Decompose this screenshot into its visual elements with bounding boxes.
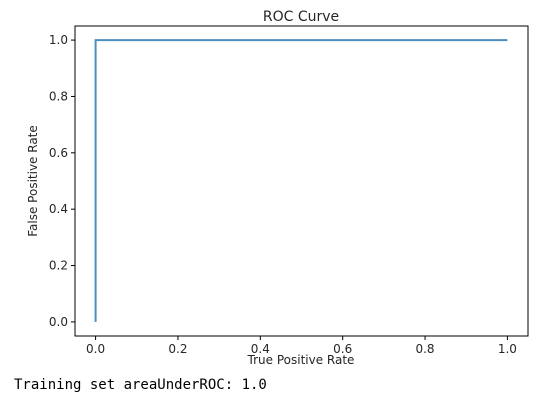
y-tick-label: 0.2 (49, 259, 68, 273)
plot-area (74, 25, 529, 337)
roc-chart: 0.0 0.2 0.4 0.6 0.8 1.0 0.0 0.2 0.4 0.6 0.8 1.0 RO… (26, 9, 529, 367)
x-tick-label: 1.0 (498, 342, 517, 356)
y-axis-label: False Positive Rate (26, 125, 40, 237)
x-tick-label: 0.0 (86, 342, 105, 356)
x-tick-label: 0.4 (251, 342, 270, 356)
x-axis-label: True Positive Rate (247, 353, 355, 367)
y-tick-label: 0.8 (49, 89, 68, 103)
x-tick-label: 0.6 (333, 342, 352, 356)
x-tick-label: 0.2 (168, 342, 187, 356)
roc-curve-line (94, 39, 508, 322)
y-tick-label: 0.0 (49, 315, 68, 329)
y-tick-label: 0.4 (49, 202, 68, 216)
training-output-text: Training set areaUnderROC: 1.0 (14, 377, 267, 393)
y-tick-label: 1.0 (49, 33, 68, 47)
y-tick-label: 0.6 (49, 146, 68, 160)
x-tick-label: 0.8 (415, 342, 434, 356)
chart-title: ROC Curve (263, 9, 339, 25)
